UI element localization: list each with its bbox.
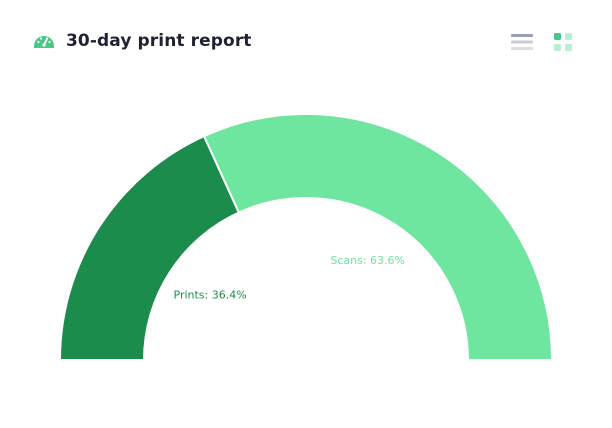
view-toggle (510, 30, 576, 54)
grid-view-icon[interactable] (552, 30, 576, 54)
slice-label-scans: Scans: 63.6% (330, 254, 405, 267)
slice-scans[interactable] (202, 113, 554, 361)
list-view-icon[interactable] (510, 30, 534, 54)
slice-prints[interactable] (58, 134, 241, 361)
page-title: 30-day print report (66, 31, 252, 51)
speedometer-icon (32, 29, 56, 53)
card-header: 30-day print report (32, 26, 252, 56)
slice-label-prints: Prints: 36.4% (174, 288, 247, 301)
